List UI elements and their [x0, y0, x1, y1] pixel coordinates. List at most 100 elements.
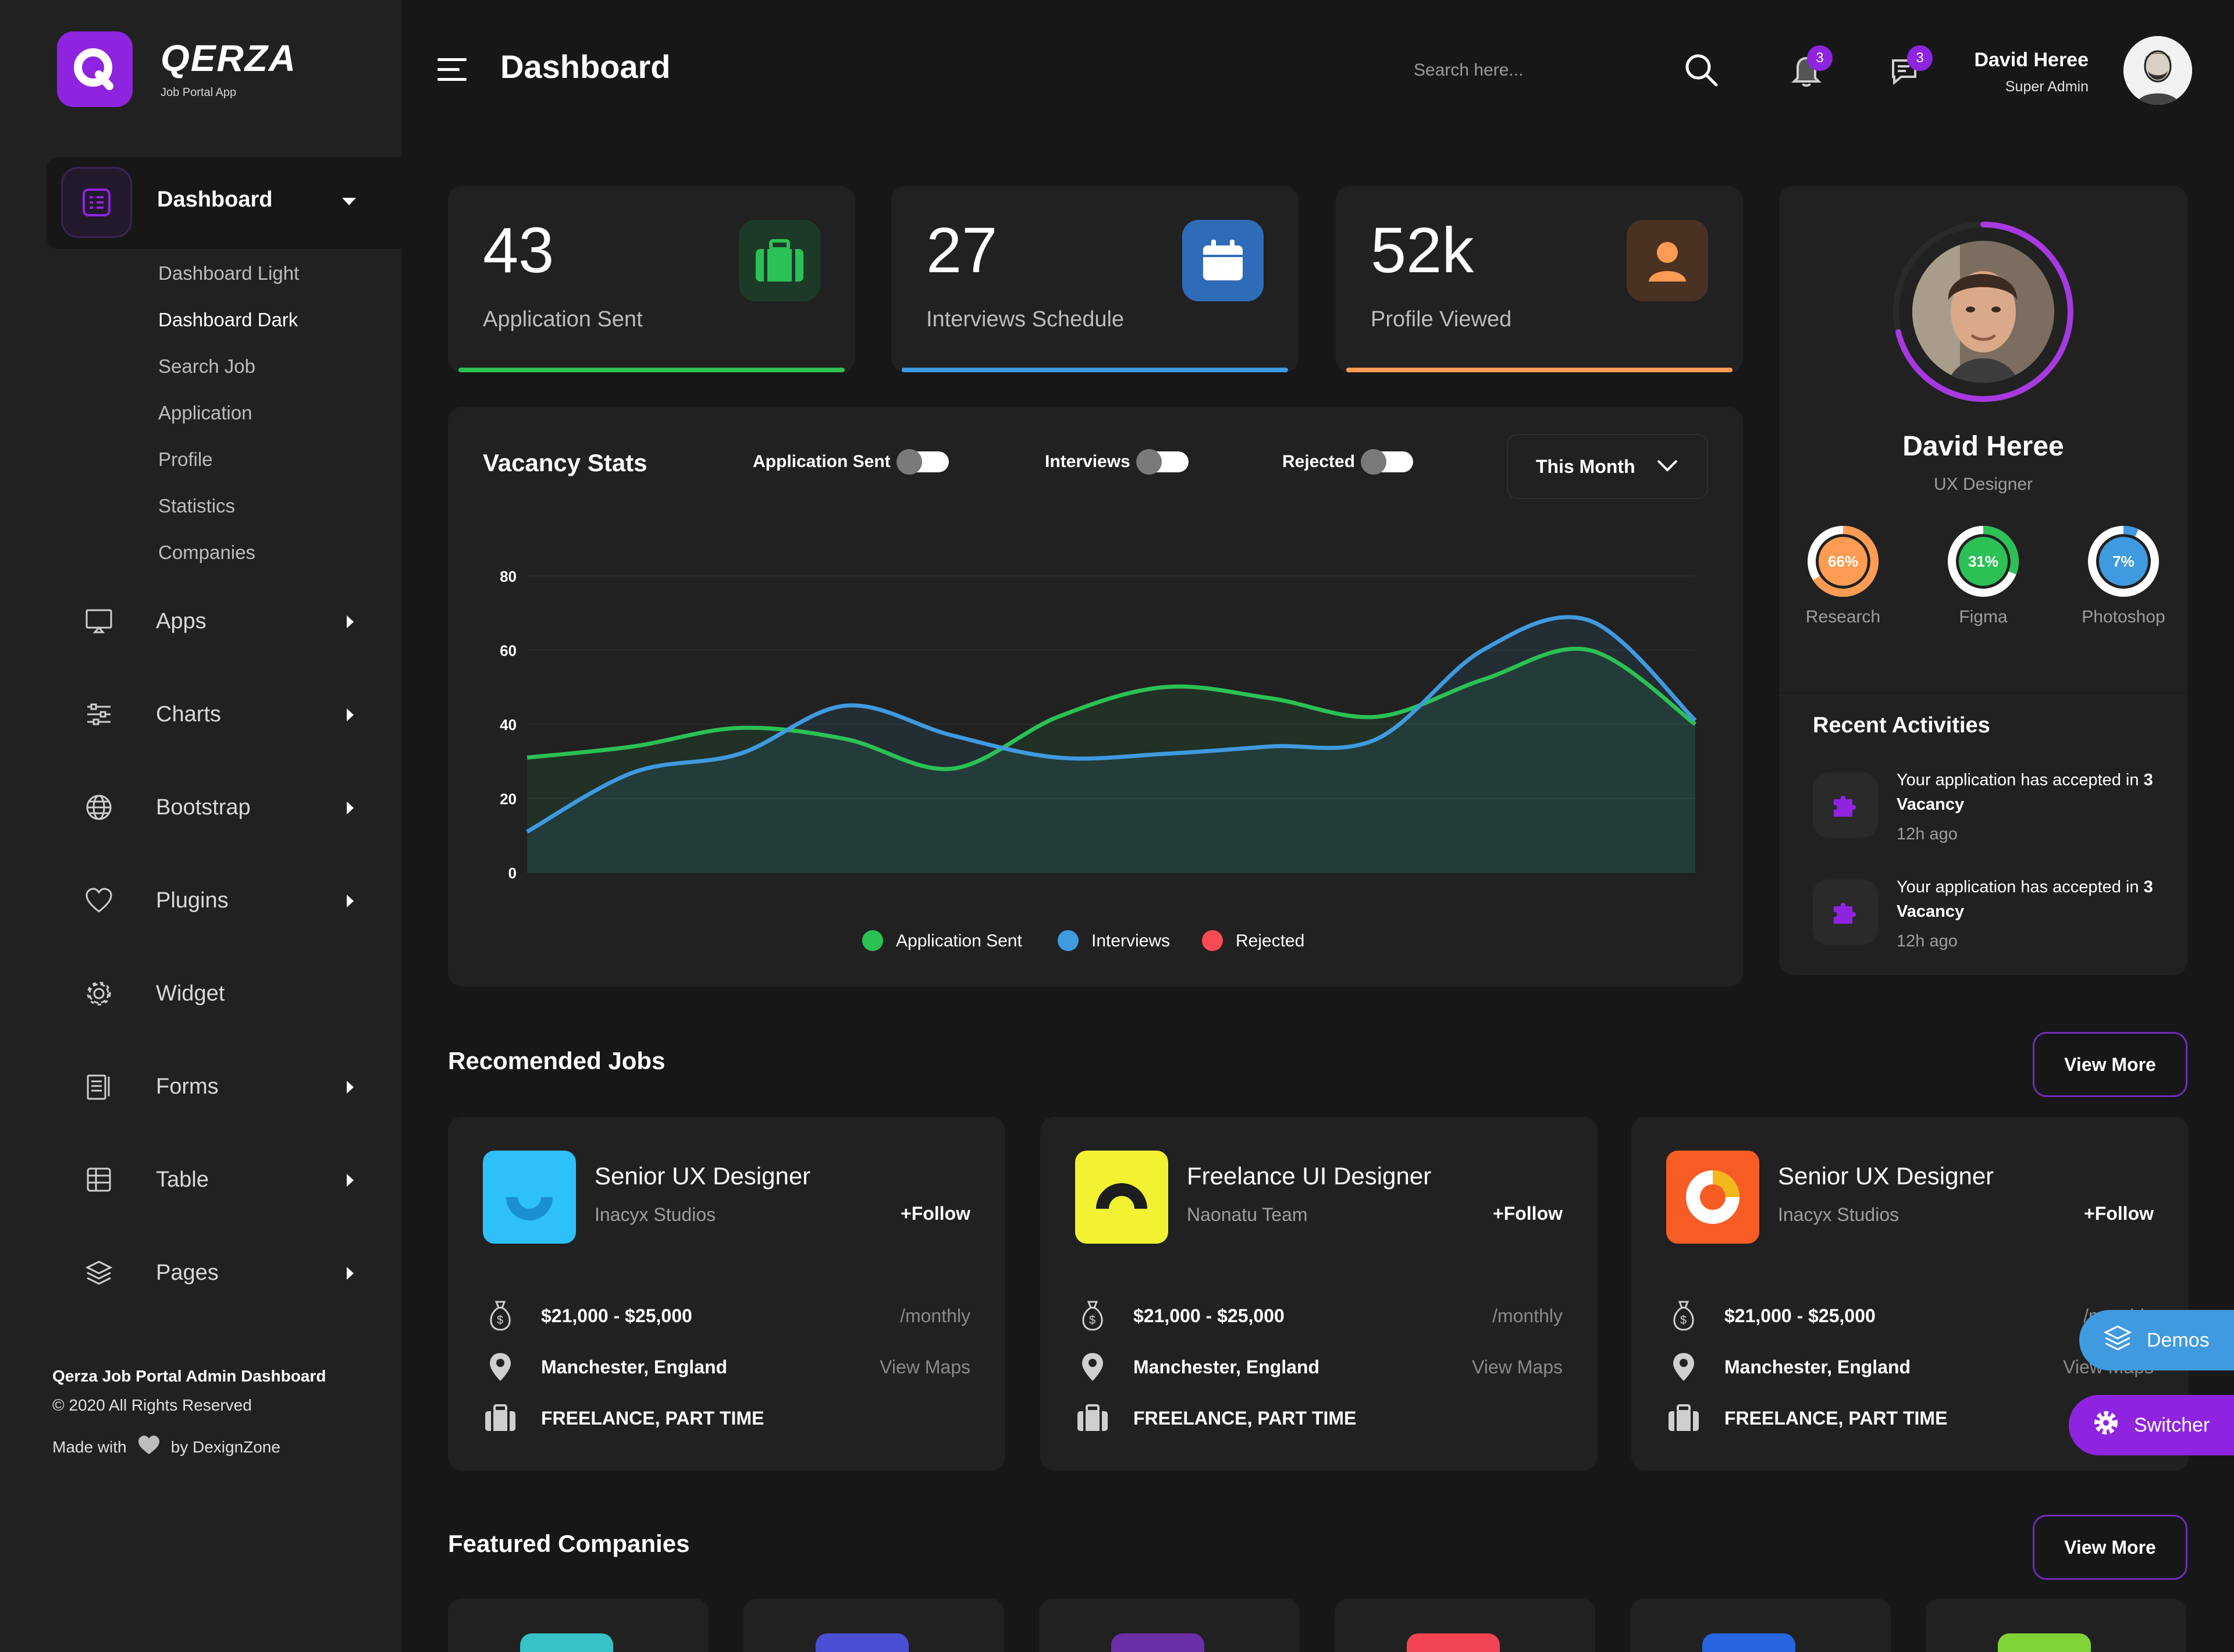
chevron-down-icon	[1656, 458, 1679, 475]
toggle-switch[interactable]	[1136, 449, 1189, 475]
map-pin-icon	[483, 1350, 518, 1384]
briefcase-icon	[739, 220, 820, 301]
job-type-row: FREELANCE, PART TIME	[1666, 1401, 2154, 1436]
activity-item[interactable]: Your application has accepted in 3 Vacan…	[1813, 875, 2168, 968]
vacancy-stats-card: 0 20 40 60 80 Application Sent Interviews Rejec…	[448, 407, 1743, 987]
submenu-statistics[interactable]: Statistics	[158, 495, 236, 517]
company-card[interactable]	[1926, 1598, 2186, 1652]
job-card[interactable]: Freelance UI Designer Naonatu Team +Foll…	[1040, 1117, 1598, 1471]
skill-percent: 31%	[1968, 553, 1999, 570]
follow-button[interactable]: +Follow	[901, 1203, 970, 1224]
menu-icon[interactable]	[436, 57, 468, 86]
avatar[interactable]	[2123, 36, 2192, 105]
map-pin-icon	[1666, 1350, 1701, 1384]
briefcase-icon	[1666, 1401, 1701, 1436]
legend-label: Rejected	[1236, 931, 1304, 950]
sidebar-item-table[interactable]: Table	[81, 1156, 367, 1203]
toggle-application-sent[interactable]: Application Sent	[753, 449, 949, 475]
toggle-interviews[interactable]: Interviews	[1045, 449, 1189, 475]
job-location-row: Manchester, England View Maps	[483, 1350, 970, 1384]
y-tick-label: 60	[500, 642, 517, 660]
heart-icon	[81, 883, 116, 918]
y-tick-label: 0	[508, 864, 517, 882]
skill-research: 66% Research	[1779, 524, 1907, 627]
job-title[interactable]: Senior UX Designer	[595, 1162, 811, 1190]
job-title[interactable]: Freelance UI Designer	[1187, 1162, 1432, 1190]
stat-card-applications[interactable]: 43 Application Sent	[448, 186, 855, 372]
view-more-companies-button[interactable]: View More	[2033, 1515, 2187, 1580]
search-icon[interactable]	[1681, 50, 1722, 94]
messages-button[interactable]: 3	[1886, 45, 1933, 95]
period-select[interactable]: This Month	[1507, 434, 1708, 499]
toggle-switch[interactable]	[1361, 449, 1414, 475]
sidebar-item-widget[interactable]: Widget	[81, 970, 367, 1017]
caret-right-icon	[346, 800, 355, 818]
job-location: Manchester, England	[1133, 1356, 1320, 1377]
submenu-companies[interactable]: Companies	[158, 542, 255, 563]
sidebar-item-charts[interactable]: Charts	[81, 691, 367, 738]
y-tick-label: 40	[500, 716, 517, 734]
submenu-application[interactable]: Application	[158, 402, 252, 423]
demos-button[interactable]: Demos	[2079, 1310, 2234, 1370]
job-location-row: Manchester, England View Maps	[1666, 1350, 2154, 1384]
profile-avatar[interactable]	[1890, 219, 2076, 405]
follow-button[interactable]: +Follow	[1493, 1203, 1563, 1224]
job-card[interactable]: Senior UX Designer Inacyx Studios +Follo…	[448, 1117, 1005, 1471]
legend-dot	[862, 930, 883, 951]
job-location: Manchester, England	[541, 1356, 728, 1377]
company-card[interactable]	[448, 1598, 709, 1652]
submenu-profile[interactable]: Profile	[158, 448, 213, 470]
company-card[interactable]	[744, 1598, 1004, 1652]
notification-button[interactable]: 3	[1786, 45, 1833, 95]
caret-right-icon	[346, 614, 355, 632]
job-title[interactable]: Senior UX Designer	[1778, 1162, 1994, 1190]
layers-icon	[81, 1255, 116, 1290]
submenu-search-job[interactable]: Search Job	[158, 355, 255, 377]
sidebar-item-bootstrap[interactable]: Bootstrap	[81, 784, 367, 831]
sidebar-item-pages[interactable]: Pages	[81, 1249, 367, 1296]
messages-badge: 3	[1907, 45, 1933, 71]
switcher-button[interactable]: Switcher	[2069, 1395, 2234, 1455]
search-bar	[1414, 50, 1739, 91]
job-location-row: Manchester, England View Maps	[1075, 1350, 1563, 1384]
view-maps-link[interactable]: View Maps	[880, 1356, 970, 1377]
submenu-dashboard-light[interactable]: Dashboard Light	[158, 262, 300, 284]
activity-text: Your application has accepted in 3 Vacan…	[1897, 878, 2153, 921]
follow-button[interactable]: +Follow	[2084, 1203, 2154, 1224]
stat-card-profile-views[interactable]: 52k Profile Viewed	[1336, 186, 1743, 372]
chart-title: Vacancy Stats	[483, 449, 648, 476]
money-bag-icon: $	[1075, 1298, 1110, 1333]
sidebar-item-apps[interactable]: Apps	[81, 598, 367, 645]
view-maps-link[interactable]: View Maps	[1472, 1356, 1563, 1377]
toggle-switch[interactable]	[896, 449, 949, 475]
company-card[interactable]	[1039, 1598, 1300, 1652]
search-input[interactable]	[1414, 60, 1670, 80]
sidebar-item-forms[interactable]: Forms	[81, 1063, 367, 1110]
map-pin-icon	[1075, 1350, 1110, 1384]
user-info[interactable]: David Heree Super Admin	[1972, 49, 2089, 95]
view-more-jobs-button[interactable]: View More	[2033, 1032, 2187, 1097]
dashboard-icon	[63, 169, 130, 236]
job-type: FREELANCE, PART TIME	[1724, 1407, 1948, 1429]
company-card[interactable]	[1335, 1598, 1595, 1652]
sidebar-item-plugins[interactable]: Plugins	[81, 877, 367, 924]
recent-activities-title: Recent Activities	[1813, 713, 1990, 738]
company-logo-icon	[1111, 1633, 1204, 1652]
sidebar-item-dashboard[interactable]: Dashboard	[47, 157, 401, 249]
sidebar-item-label: Table	[156, 1167, 209, 1192]
stat-card-interviews[interactable]: 27 Interviews Schedule	[891, 186, 1299, 372]
monitor-icon	[81, 604, 116, 639]
company-logo-icon	[1407, 1633, 1500, 1652]
submenu-dashboard-dark[interactable]: Dashboard Dark	[158, 309, 298, 330]
job-salary: $21,000 - $25,000	[1133, 1305, 1285, 1326]
job-company: Inacyx Studios	[595, 1204, 716, 1225]
footer-title: Qerza Job Portal Admin Dashboard	[52, 1367, 326, 1385]
series-area	[527, 617, 1695, 873]
logo-icon	[57, 31, 133, 107]
company-card[interactable]	[1630, 1598, 1891, 1652]
toggle-rejected[interactable]: Rejected	[1282, 449, 1414, 475]
skill-photoshop: 7% Photoshop	[2059, 524, 2187, 627]
app-logo[interactable]: QERZA Job Portal App	[57, 31, 297, 107]
company-logo-icon	[1666, 1151, 1759, 1244]
activity-item[interactable]: Your application has accepted in 3 Vacan…	[1813, 768, 2168, 861]
